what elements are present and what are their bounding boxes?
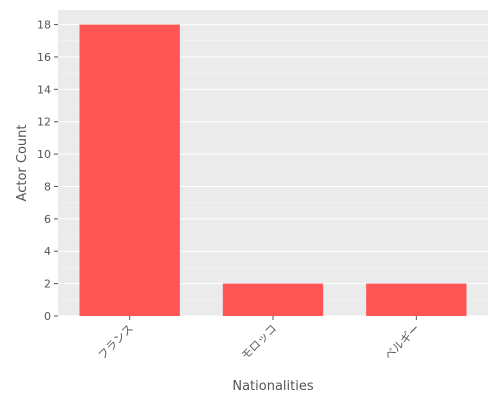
y-tick-label: 10	[37, 148, 51, 161]
bar	[222, 283, 324, 316]
bars	[79, 24, 467, 316]
y-tick-label: 4	[44, 245, 51, 258]
y-tick-label: 16	[37, 51, 51, 64]
y-tick-label: 18	[37, 19, 51, 32]
x-axis-ticks: フランス モロッコ ベルギー	[96, 316, 422, 362]
y-tick-label: 14	[37, 83, 51, 96]
y-tick-label: 12	[37, 116, 51, 129]
y-axis-label: Actor Count	[15, 125, 30, 202]
bar	[79, 24, 180, 316]
y-tick-label: 6	[44, 213, 51, 226]
x-tick-label: モロッコ	[239, 322, 279, 362]
x-axis-label: Nationalities	[232, 379, 313, 394]
bar	[366, 283, 467, 316]
y-tick-label: 2	[44, 278, 51, 291]
x-tick-label: フランス	[96, 322, 136, 362]
y-tick-label: 0	[44, 310, 51, 323]
y-axis-ticks: 0 2 4 6 8 10 12 14 16 18	[37, 19, 58, 323]
x-tick-label: ベルギー	[382, 322, 422, 362]
y-tick-label: 8	[44, 180, 51, 193]
